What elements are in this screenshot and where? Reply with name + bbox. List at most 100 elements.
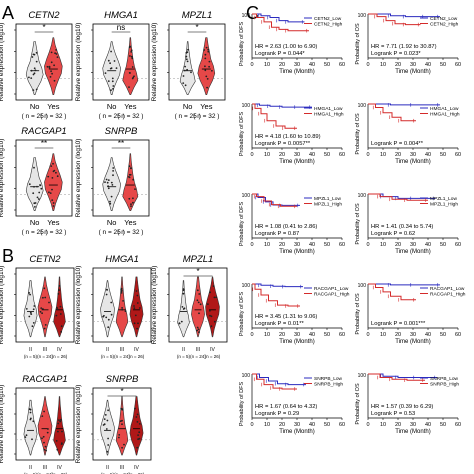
- km-plot-hmga1-os: 100 Probability of OS 0 10 20 30 40 50 60 Time (M…: [355, 103, 461, 165]
- group-n-label: (n = 24): [114, 354, 130, 359]
- data-point: [196, 289, 199, 292]
- data-point: [197, 328, 200, 331]
- hazard-ratio-label: HR = 4.18 (1.60 to 10.89): [255, 134, 321, 140]
- km-plot-snrpb-os: 100 Probability of OS 0 10 20 30 40 50 60 Time (M…: [355, 373, 461, 435]
- x-tick-label: 20: [395, 332, 401, 338]
- gene-title: CETN2: [28, 10, 60, 21]
- data-point: [48, 66, 51, 69]
- x-tick-label: 0: [250, 152, 253, 158]
- survival-curve-low: [368, 283, 440, 286]
- x-tick-label: 0: [250, 62, 253, 68]
- survival-curve-high: [368, 103, 416, 122]
- data-point: [112, 88, 114, 90]
- data-point: [107, 437, 109, 440]
- y-axis-label: Probability of OS: [355, 383, 361, 425]
- y-axis-label: Relative expression (log10): [75, 266, 82, 345]
- data-point: [182, 75, 185, 77]
- data-point: [105, 316, 108, 319]
- x-tick-label: 10: [380, 332, 386, 338]
- x-tick-label: 60: [339, 242, 345, 248]
- data-point: [52, 205, 55, 207]
- data-point: [56, 308, 59, 311]
- violin-body: [23, 399, 38, 456]
- data-point: [32, 192, 35, 195]
- violin-body: [122, 37, 139, 96]
- data-point: [40, 187, 43, 190]
- logrank-p-label: Logrank P = 0.023*: [371, 51, 421, 57]
- data-point: [29, 293, 31, 296]
- data-point: [138, 423, 141, 425]
- x-tick-label: 60: [339, 62, 345, 68]
- legend-label: MPZL1_High: [314, 201, 342, 207]
- data-point: [41, 437, 43, 440]
- y-axis-label: Relative expression (log10): [75, 385, 82, 464]
- group-label: IV: [57, 347, 62, 353]
- data-point: [137, 438, 140, 441]
- data-point: [183, 69, 186, 72]
- data-point: [37, 198, 40, 200]
- y-tick-label: 100: [358, 13, 367, 19]
- data-point: [210, 315, 213, 318]
- x-tick-label: 60: [455, 332, 461, 338]
- legend-label: CETN2_Low: [314, 16, 342, 22]
- data-point: [50, 165, 53, 168]
- data-point: [104, 72, 107, 74]
- data-point: [128, 176, 131, 179]
- x-tick-label: 20: [279, 242, 285, 248]
- data-point: [123, 443, 125, 446]
- x-tick-label: 50: [324, 62, 330, 68]
- data-point: [184, 84, 187, 87]
- group-label: Yes: [47, 218, 59, 227]
- group-label: No: [183, 102, 193, 111]
- survival-curve-high: [368, 373, 425, 381]
- violin-body: [129, 396, 144, 456]
- x-tick-label: 50: [324, 152, 330, 158]
- group-label: II: [106, 465, 109, 471]
- data-point: [186, 68, 189, 71]
- data-point: [135, 290, 138, 292]
- gene-title: CETN2: [29, 254, 61, 265]
- y-axis-label: Relative expression (log10): [0, 385, 5, 464]
- data-point: [198, 331, 200, 334]
- y-axis-label: Relative expression (log10): [75, 139, 82, 218]
- data-point: [34, 206, 36, 208]
- data-point: [52, 202, 55, 204]
- group-n-label: (n = 5): [177, 354, 191, 359]
- data-point: [133, 75, 135, 78]
- data-point: [112, 85, 115, 87]
- km-plot-racgap1-os: 100 Probability of OS 0 10 20 30 40 50 60 Time (M…: [355, 283, 466, 345]
- x-tick-label: 30: [294, 422, 300, 428]
- data-point: [110, 195, 113, 198]
- data-point: [107, 444, 110, 446]
- y-axis-label: Probability of OS: [355, 293, 361, 335]
- plot-frame: [15, 23, 73, 101]
- km-plot-cetn2-os: 100 Probability of OS 0 10 20 30 40 50 60 Time (M…: [355, 13, 461, 75]
- data-point: [129, 173, 132, 176]
- data-point: [55, 440, 58, 442]
- data-point: [136, 446, 139, 449]
- x-tick-label: 40: [309, 152, 315, 158]
- data-point: [203, 49, 206, 51]
- km-plot-cetn2-dfs: 100 Probability of DFS 0 10 20 30 40 50 60 Time (…: [239, 13, 345, 75]
- legend-label: HMGA1_High: [430, 111, 460, 117]
- data-point: [32, 420, 35, 423]
- data-point: [111, 184, 114, 186]
- data-point: [43, 441, 45, 444]
- data-point: [105, 178, 108, 181]
- data-point: [60, 325, 63, 328]
- group-label: No: [107, 218, 117, 227]
- data-point: [111, 77, 114, 80]
- data-point: [137, 322, 139, 325]
- violin-body: [197, 37, 216, 96]
- data-point: [121, 446, 123, 449]
- y-tick-label: 100: [358, 283, 367, 289]
- gene-title: SNRPB: [106, 374, 139, 385]
- data-point: [44, 324, 47, 326]
- hazard-ratio-label: HR = 1.57 (0.39 to 6.29): [371, 404, 433, 410]
